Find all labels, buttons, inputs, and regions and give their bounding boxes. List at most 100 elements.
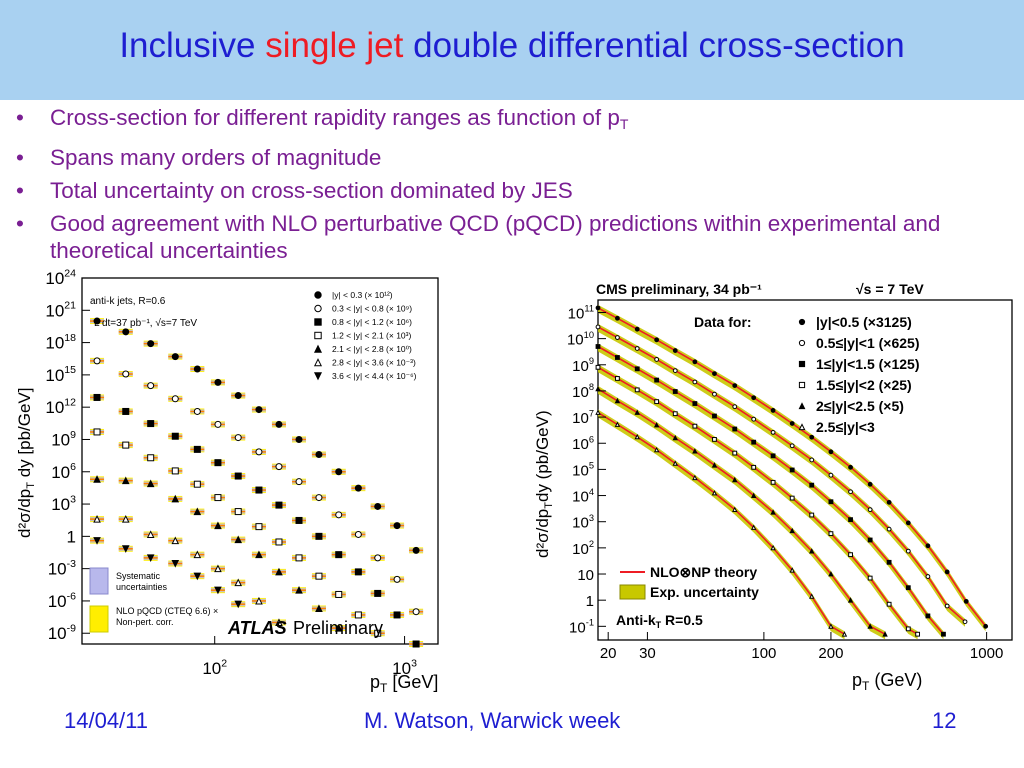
data-point (393, 575, 401, 583)
atlas-y-axis-label: d²σ/dpT dy [pb/GeV] (15, 388, 37, 538)
data-point (193, 550, 202, 559)
data-point (672, 411, 678, 417)
atlas-legend-label: 2.1 < |y| < 2.8 (× 10⁰) (332, 344, 412, 354)
atlas-y-tick-label: 109 (51, 429, 76, 450)
data-point (634, 409, 640, 415)
band-legend-label: Non-pert. corr. (116, 617, 174, 627)
data-point (193, 365, 201, 373)
bullet-text: Cross-section for different rapidity ran… (50, 105, 620, 130)
data-point (234, 535, 243, 544)
atlas-y-tick-label: 1021 (45, 300, 76, 321)
data-point (146, 479, 155, 488)
cms-y-tick-label: 107 (572, 408, 594, 427)
data-point (634, 346, 640, 351)
atlas-y-tick-label: 1018 (45, 332, 76, 353)
data-point (595, 344, 601, 349)
data-point (412, 608, 420, 616)
data-point (614, 421, 621, 427)
exp-uncertainty-swatch (619, 584, 646, 600)
data-point (412, 640, 420, 648)
data-point (672, 460, 678, 466)
data-point (654, 399, 660, 405)
data-point (751, 416, 757, 422)
atlas-y-tick-label: 1015 (45, 364, 76, 385)
data-point (234, 578, 243, 587)
data-point (615, 335, 620, 340)
legend-marker (314, 331, 322, 340)
data-point (925, 574, 931, 579)
data-point (732, 426, 738, 432)
data-point (770, 544, 776, 551)
data-point (963, 598, 969, 604)
atlas-band-legend: Systematic uncertainties NLO pQCD (CTEQ … (89, 567, 218, 633)
data-point (886, 526, 892, 532)
data-point (275, 463, 283, 471)
data-point (275, 420, 283, 428)
data-point (122, 328, 130, 336)
data-point (732, 450, 738, 456)
atlas-legend-label: 2.8 < |y| < 3.6 (× 10⁻³) (332, 358, 416, 368)
cms-x-tick-label: 30 (639, 645, 656, 662)
atlas-y-tick-label: 103 (51, 493, 76, 514)
bullet-subscript: T (619, 116, 629, 132)
data-point (255, 523, 263, 531)
data-point (789, 467, 795, 473)
data-point (692, 359, 698, 365)
data-point (750, 524, 757, 530)
atlas-legend-label: 0.3 < |y| < 0.8 (× 10⁹) (332, 304, 412, 314)
cms-x-axis-label: pT (GeV) (852, 670, 922, 693)
data-point (770, 509, 776, 515)
data-point (122, 441, 130, 449)
atlas-legend-label: 0.8 < |y| < 1.2 (× 10⁶) (332, 317, 412, 327)
data-point (315, 532, 323, 540)
cms-series-0 (595, 304, 989, 632)
data-point (882, 631, 888, 637)
data-point (255, 550, 263, 559)
cms-legend: |y|<0.5 (×3125) 0.5≤|y|<1 (×625) 1≤|y|<1.5… (798, 314, 919, 435)
data-point (614, 397, 621, 404)
data-point (867, 623, 873, 629)
atlas-legend: |y| < 0.3 (× 10¹²) 0.3 < |y| < 0.8 (× 10⁹… (313, 290, 417, 381)
data-point (828, 570, 834, 577)
data-point (809, 482, 815, 488)
data-point (234, 472, 242, 480)
data-point (905, 626, 911, 632)
atlas-x-tick-label: 103 (392, 657, 417, 678)
data-point (595, 305, 601, 311)
atlas-x-axis-label: pT [GeV] (370, 672, 438, 695)
data-point (214, 494, 222, 502)
data-point (171, 536, 180, 545)
data-point (295, 478, 303, 486)
data-point (712, 437, 717, 442)
data-point (354, 568, 362, 576)
cms-y-tick-label: 106 (572, 434, 594, 453)
data-point (234, 392, 242, 400)
data-point (334, 623, 343, 632)
data-point (692, 423, 698, 429)
data-point (789, 443, 795, 449)
atlas-x-tick-label: 102 (202, 657, 227, 678)
data-point (193, 507, 202, 516)
bullet-list: Cross-section for different rapidity ran… (14, 104, 1014, 270)
data-point (275, 501, 283, 509)
data-point (828, 623, 834, 629)
data-point (171, 467, 179, 475)
data-point (393, 611, 401, 619)
data-point (193, 407, 201, 415)
cms-y-tick-label: 10-1 (569, 618, 594, 637)
cms-y-tick-label: 104 (572, 487, 594, 506)
data-point (335, 511, 343, 519)
data-point (828, 472, 834, 478)
data-point (255, 448, 263, 456)
data-point (93, 537, 101, 545)
nlo-swatch (89, 605, 109, 633)
data-point (595, 409, 601, 415)
band-legend-label: NLO pQCD (CTEQ 6.6) × (116, 606, 218, 616)
data-point (941, 631, 946, 637)
data-point (412, 546, 420, 554)
data-point (214, 378, 222, 386)
cms-annotation: Anti-kT R=0.5 (616, 612, 703, 630)
data-point (295, 586, 303, 594)
data-point (335, 551, 343, 559)
theory-curve (597, 326, 966, 623)
